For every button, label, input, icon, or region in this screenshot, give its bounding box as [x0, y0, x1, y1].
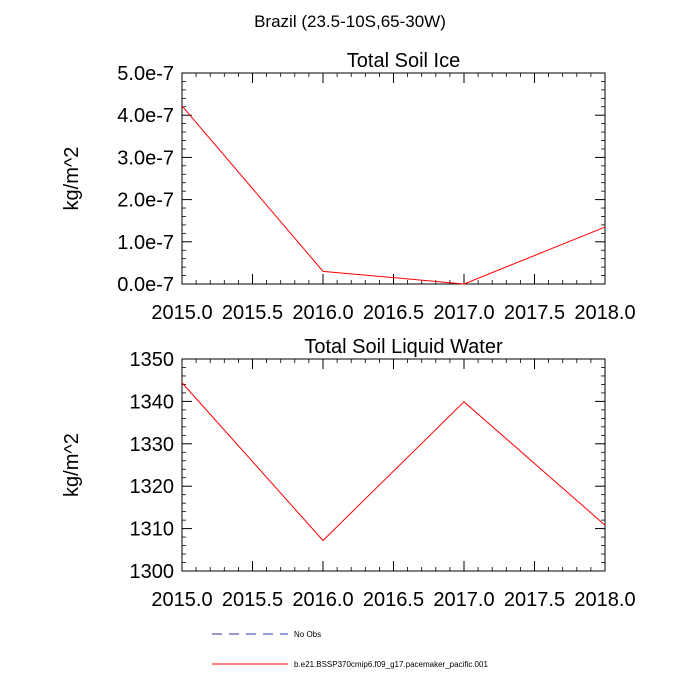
- y-tick-label: 1340: [130, 391, 175, 413]
- y-tick-label: 1300: [130, 561, 175, 583]
- x-tick-label: 2016.0: [292, 302, 353, 324]
- y-tick-label: 1.0e-7: [117, 232, 174, 254]
- panel-title: Total Soil Liquid Water: [304, 336, 503, 358]
- y-tick-label: 1350: [130, 349, 175, 371]
- panel-title: Total Soil Ice: [347, 50, 460, 72]
- x-tick-label: 2017.0: [433, 589, 494, 611]
- panels: Total Soil Ice 2015.0 2015.5 2016.0 2016.5 20…: [61, 50, 636, 611]
- y-tick-label: 1320: [130, 476, 175, 498]
- y-tick-label: 5.0e-7: [117, 63, 174, 85]
- legend-label: No Obs: [294, 630, 321, 639]
- y-tick-label: 1310: [130, 519, 175, 541]
- x-tick-label: 2015.5: [222, 589, 283, 611]
- x-tick-label: 2017.5: [504, 302, 565, 324]
- y-axis-label: kg/m^2: [61, 433, 83, 497]
- x-tick-label: 2018.0: [574, 589, 635, 611]
- x-tick-label: 2016.5: [363, 589, 424, 611]
- x-tick-label: 2017.5: [504, 589, 565, 611]
- x-tick-label: 2018.0: [574, 302, 635, 324]
- panel-2: Total Soil Liquid Water 2015.0 2015.5 2016.…: [61, 336, 636, 611]
- y-tick-label: 2.0e-7: [117, 190, 174, 212]
- legend: No Obs b.e21.BSSP370cmip6.f09_g17.pacemak…: [212, 630, 488, 669]
- x-tick-label: 2015.5: [222, 302, 283, 324]
- x-tick-label: 2017.0: [433, 302, 494, 324]
- x-tick-label: 2016.5: [363, 302, 424, 324]
- legend-label: b.e21.BSSP370cmip6.f09_g17.pacemaker_pac…: [294, 660, 488, 669]
- series-line: [181, 105, 606, 285]
- y-axis-label: kg/m^2: [61, 147, 83, 211]
- x-tick-label: 2015.0: [151, 589, 212, 611]
- plot-frame: [181, 358, 606, 572]
- series-line: [181, 382, 606, 542]
- figure-title: Brazil (23.5-10S,65-30W): [254, 12, 446, 31]
- y-tick-label: 3.0e-7: [117, 147, 174, 169]
- y-tick-label: 4.0e-7: [117, 105, 174, 127]
- panel-1: Total Soil Ice 2015.0 2015.5 2016.0 2016.5 20…: [61, 50, 636, 324]
- x-tick-label: 2016.0: [292, 589, 353, 611]
- y-tick-label: 0.0e-7: [117, 274, 174, 296]
- x-tick-label: 2015.0: [151, 302, 212, 324]
- y-tick-label: 1330: [130, 434, 175, 456]
